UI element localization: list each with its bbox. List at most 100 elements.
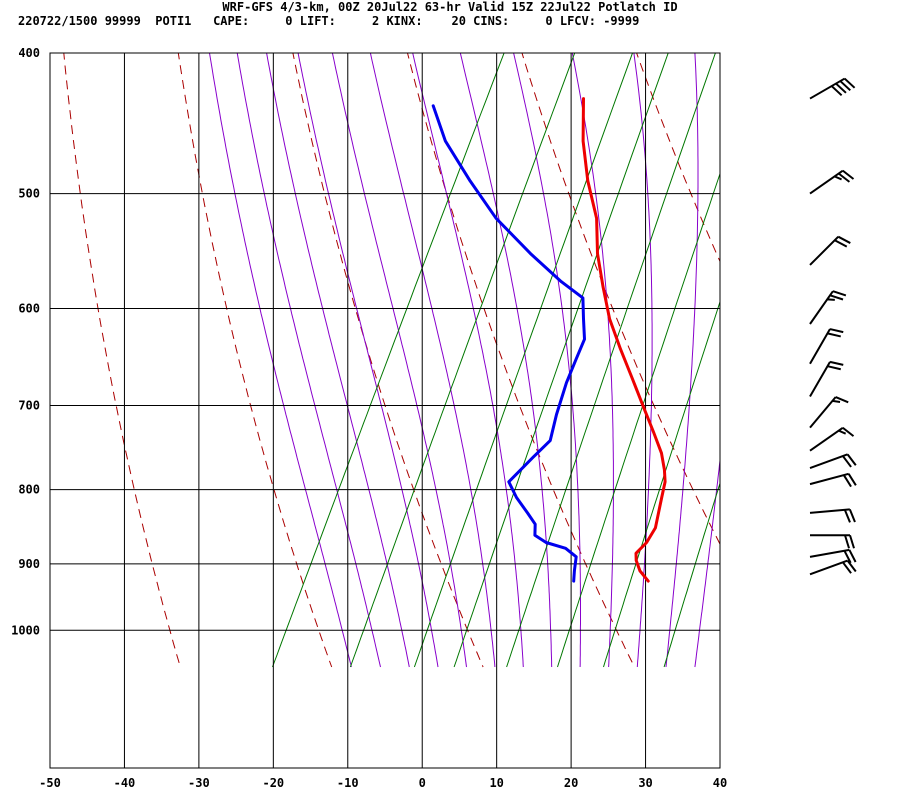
wind-barb-staff	[809, 77, 846, 100]
temperature-tick-label: -20	[262, 776, 284, 790]
wind-barb-feather	[834, 239, 848, 248]
pressure-tick-label: 900	[18, 557, 40, 571]
moist-adiabat	[236, 53, 381, 668]
wind-barb-feather	[843, 509, 851, 523]
mixing-ratio-line	[453, 53, 669, 668]
wind-barb	[809, 548, 857, 564]
pressure-tick-labels: 400 500 600 700 800 900 1000	[11, 46, 40, 637]
wind-barb-feather	[842, 169, 855, 180]
wind-barb	[809, 426, 855, 452]
moist-adiabat	[724, 12, 808, 667]
wind-barb-feather	[844, 534, 850, 549]
wind-barb-feather	[843, 77, 856, 89]
pressure-tick-label: 600	[18, 301, 40, 315]
wind-barb-feather	[842, 561, 852, 574]
mixing-ratio-line	[349, 53, 576, 668]
wind-barb	[809, 235, 851, 266]
moist-adiabat	[412, 53, 524, 668]
wind-barb-feather	[839, 80, 851, 92]
wind-barb	[809, 360, 844, 397]
wind-barb	[809, 472, 857, 488]
temperature-tick-label: -30	[188, 776, 210, 790]
dry-adiabat	[292, 53, 484, 668]
dry-adiabat	[851, 21, 900, 667]
wind-barb-feather	[843, 550, 852, 564]
pressure-tick-label: 700	[18, 399, 40, 413]
wind-barb-staff	[809, 396, 837, 429]
mixing-ratio-line	[603, 300, 720, 668]
wind-barb-feather	[838, 172, 851, 183]
mixing-ratio-line	[663, 481, 720, 668]
wind-barb-staff	[809, 169, 844, 195]
pressure-tick-label: 400	[18, 46, 40, 60]
wind-barb-feather	[849, 534, 855, 549]
wind-barb-feather	[838, 429, 847, 435]
wind-barb-feather	[829, 294, 844, 301]
wind-barb	[809, 328, 844, 365]
pressure-tick-label: 1000	[11, 623, 40, 637]
wind-barb-staff	[809, 328, 831, 365]
grid-lines	[49, 52, 721, 768]
temperature-tick-label: 30	[638, 776, 652, 790]
temperature-tick-label: -40	[114, 776, 136, 790]
wind-barb-staff	[809, 548, 850, 558]
moist-adiabat	[782, 12, 900, 667]
wind-barb	[810, 534, 855, 549]
wind-barbs	[809, 77, 857, 576]
dewpoint-profile	[431, 104, 586, 583]
wind-barb-feather	[835, 396, 849, 404]
moist-adiabat	[633, 53, 653, 668]
temperature-tick-label: 40	[713, 776, 727, 790]
wind-barb-feather	[834, 175, 842, 181]
wind-barb-feather	[830, 85, 843, 97]
moist-adiabat	[665, 53, 699, 668]
header-line-1: WRF-GFS 4/3-km, 00Z 20Jul22 63-hr Valid …	[222, 0, 678, 14]
temperature-tick-label: -50	[39, 776, 61, 790]
wind-barb-staff	[809, 559, 848, 576]
wind-barb-staff	[809, 235, 839, 266]
moist-adiabat	[208, 53, 352, 668]
temperature-tick-label: 0	[419, 776, 426, 790]
wind-barb	[809, 77, 856, 100]
wind-barb-feather	[829, 328, 844, 334]
dry-adiabat	[63, 53, 181, 668]
pressure-tick-label: 500	[18, 187, 40, 201]
wind-barb-feather	[832, 399, 841, 403]
wind-barb-staff	[809, 472, 849, 486]
wind-barb-feather	[842, 474, 852, 488]
wind-barb-feather	[842, 455, 852, 468]
wind-barb	[809, 453, 857, 469]
wind-barb	[809, 559, 857, 576]
temperature-tick-label: 10	[489, 776, 503, 790]
wind-barb-feather	[842, 426, 855, 437]
moist-adiabat	[459, 53, 553, 668]
header-line-2: 220722/1500 99999 POTI1 CAPE: 0 LIFT: 2 …	[18, 14, 640, 28]
profiles	[431, 97, 667, 583]
mixing-ratio-line	[557, 172, 720, 668]
moist-adiabat	[297, 53, 439, 668]
wind-barb	[809, 169, 855, 195]
wind-barb	[809, 290, 847, 325]
wind-barb-feather	[827, 332, 841, 338]
pressure-tick-label: 800	[18, 483, 40, 497]
wind-barb-staff	[809, 290, 834, 325]
wind-barb-feather	[832, 290, 847, 297]
dry-adiabat	[521, 53, 720, 546]
plot-frame	[49, 52, 721, 769]
wind-barb-feather	[835, 82, 847, 94]
wind-barb-feather	[846, 453, 857, 466]
moist-adiabat	[331, 53, 467, 668]
mixing-ratio-line	[272, 53, 505, 668]
temperature-profile	[581, 97, 667, 583]
wind-barb-staff	[809, 508, 850, 514]
wind-barb-feather	[846, 560, 857, 573]
wind-barb-feather	[848, 509, 856, 523]
temperature-tick-label: 20	[564, 776, 578, 790]
wind-barb-feather	[837, 235, 851, 244]
wind-barb-feather	[827, 365, 841, 371]
moist-adiabat	[369, 53, 496, 668]
dry-adiabat	[406, 53, 635, 668]
wind-barb-feather	[848, 549, 857, 563]
mixing-ratio-line	[506, 53, 716, 668]
